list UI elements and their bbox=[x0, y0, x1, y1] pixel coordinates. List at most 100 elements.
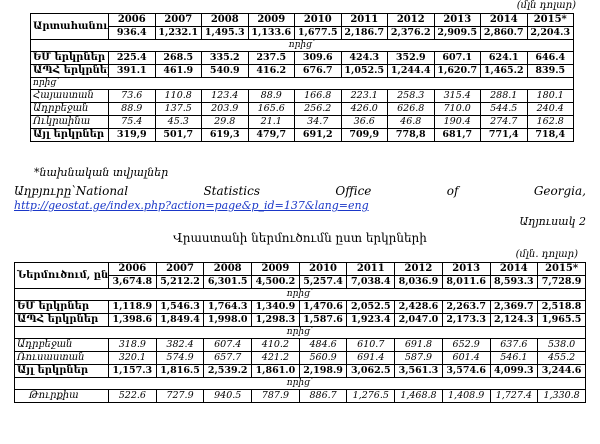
year-header: 2006 bbox=[108, 13, 156, 27]
table-row: ԵՄ երկրներ 1,118.9 1,546.3 1,764.3 1,340… bbox=[14, 300, 586, 314]
table-cell: 718,4 bbox=[526, 128, 574, 142]
table-cell: 709,9 bbox=[340, 128, 388, 142]
table-cell: 587.9 bbox=[394, 351, 443, 365]
table-row: ԵՄ երկրներ 225.4 268.5 335.2 237.5 309.6… bbox=[30, 51, 574, 65]
table-cell: 1,965.5 bbox=[537, 313, 586, 327]
year-header: 2014 bbox=[489, 262, 539, 276]
table-cell: 2,539.2 bbox=[203, 364, 253, 378]
table-row: ԱՊՀ երկրներ 391.1 461.9 540.9 416.2 676.… bbox=[30, 64, 574, 78]
table1-unit: (մլն դոլար) bbox=[516, 0, 576, 11]
table-cell: 2,204.3 bbox=[526, 26, 574, 40]
row-label: Այլ երկրներ bbox=[14, 364, 109, 378]
year-header: 2009 bbox=[247, 13, 295, 27]
table-cell: 1,727.4 bbox=[489, 389, 539, 403]
table-cell: 421.2 bbox=[251, 351, 300, 365]
table-cell: 691,2 bbox=[294, 128, 342, 142]
year-header: 2011 bbox=[346, 262, 396, 276]
table-cell: 1,330.8 bbox=[537, 389, 586, 403]
row-label: ԱՊՀ երկրներ bbox=[14, 313, 109, 327]
table-cell: 626.8 bbox=[387, 102, 435, 116]
table-cell: 1,587.6 bbox=[298, 313, 348, 327]
table-cell: 335.2 bbox=[201, 51, 249, 65]
export-table: Արտահանում, ընդամենը 2006 2007 2008 2009… bbox=[30, 13, 574, 142]
table-cell: 691.4 bbox=[346, 351, 396, 365]
table-cell: 274.7 bbox=[480, 115, 528, 129]
table-cell: 75.4 bbox=[108, 115, 156, 129]
source-link[interactable]: http://geostat.ge/index.php?action=page&… bbox=[14, 199, 369, 212]
including-row: որից՝ bbox=[30, 39, 574, 52]
total-row: 3,674.8 5,212.2 6,301.5 4,500.2 5,257.4 … bbox=[15, 275, 586, 289]
table-cell: 137.5 bbox=[154, 102, 202, 116]
year-header: 2015* bbox=[537, 262, 586, 276]
row-label: ԵՄ երկրներ bbox=[30, 51, 109, 65]
year-header: 2013 bbox=[433, 13, 481, 27]
table-cell: 240.4 bbox=[526, 102, 574, 116]
table-cell: 787.9 bbox=[251, 389, 300, 403]
table-cell: 3,561.3 bbox=[394, 364, 443, 378]
table-cell: 546.1 bbox=[489, 351, 539, 365]
table-cell: 315.4 bbox=[433, 89, 481, 103]
year-header: 2014 bbox=[480, 13, 528, 27]
table-cell: 461.9 bbox=[154, 64, 202, 78]
table-cell: 5,257.4 bbox=[298, 275, 348, 289]
table-row: Այլ երկրներ 319,9 501,7 619,3 479,7 691,… bbox=[30, 128, 574, 142]
table-cell: 1,677.5 bbox=[294, 26, 342, 40]
table-cell: 165.6 bbox=[247, 102, 295, 116]
table-cell: 5,212.2 bbox=[155, 275, 205, 289]
table-cell: 657.7 bbox=[203, 351, 253, 365]
year-header: 2015* bbox=[526, 13, 574, 27]
table-cell: 123.4 bbox=[201, 89, 249, 103]
table-cell: 203.9 bbox=[201, 102, 249, 116]
table-cell: 2,047.0 bbox=[394, 313, 443, 327]
table-cell: 1,232.1 bbox=[154, 26, 202, 40]
table-cell: 479,7 bbox=[247, 128, 295, 142]
table-cell: 624.1 bbox=[480, 51, 528, 65]
source-word: Georgia, bbox=[533, 184, 586, 198]
table-cell: 88.9 bbox=[108, 102, 156, 116]
table-cell: 29.8 bbox=[201, 115, 249, 129]
table-number: Աղյուսակ 2 bbox=[519, 215, 586, 228]
table-cell: 544.5 bbox=[480, 102, 528, 116]
year-header: 2012 bbox=[387, 13, 435, 27]
table-cell: 8,036.9 bbox=[394, 275, 443, 289]
table2-unit: (մլն. դոլար) bbox=[515, 249, 578, 260]
table-cell: 288.1 bbox=[480, 89, 528, 103]
table-cell: 416.2 bbox=[247, 64, 295, 78]
including-row: որից՝ bbox=[30, 77, 574, 90]
table-cell: 6,301.5 bbox=[203, 275, 253, 289]
including-row: որից՝ bbox=[14, 377, 586, 390]
table-cell: 162.8 bbox=[526, 115, 574, 129]
table-cell: 319,9 bbox=[108, 128, 156, 142]
table-row: Թուրքիա 522.6 727.9 940.5 787.9 886.7 1,… bbox=[14, 389, 586, 403]
table-cell: 1,340.9 bbox=[251, 300, 300, 314]
table-cell: 1,052.5 bbox=[340, 64, 388, 78]
table-cell: 2,860.7 bbox=[480, 26, 528, 40]
total-row: 936.4 1,232.1 1,495.3 1,133.6 1,677.5 2,… bbox=[31, 26, 574, 40]
table-cell: 484.6 bbox=[298, 338, 348, 352]
table-cell: 574.9 bbox=[155, 351, 205, 365]
year-header: 2011 bbox=[340, 13, 388, 27]
year-header: 2007 bbox=[155, 262, 205, 276]
table-cell: 382.4 bbox=[155, 338, 205, 352]
table-cell: 2,124.3 bbox=[489, 313, 539, 327]
table-cell: 886.7 bbox=[298, 389, 348, 403]
table-cell: 538.0 bbox=[537, 338, 586, 352]
table-cell: 1,276.5 bbox=[346, 389, 396, 403]
table-row: Ադրբեջան 318.9 382.4 607.4 410.2 484.6 6… bbox=[14, 338, 586, 352]
table-cell: 522.6 bbox=[108, 389, 157, 403]
table-cell: 352.9 bbox=[387, 51, 435, 65]
row-label: Ուկրաինա bbox=[30, 115, 109, 129]
row-label: ԵՄ երկրներ bbox=[14, 300, 109, 314]
table-cell: 2,263.7 bbox=[441, 300, 491, 314]
table-cell: 3,062.5 bbox=[346, 364, 396, 378]
table-cell: 1,157.3 bbox=[108, 364, 157, 378]
table-cell: 320.1 bbox=[108, 351, 157, 365]
table-cell: 1,861.0 bbox=[251, 364, 300, 378]
table-cell: 607.4 bbox=[203, 338, 253, 352]
table-cell: 2,909.5 bbox=[433, 26, 481, 40]
table-cell: 7,038.4 bbox=[346, 275, 396, 289]
table-cell: 391.1 bbox=[108, 64, 156, 78]
table-header-row: Արտահանում, ընդամենը 2006 2007 2008 2009… bbox=[30, 13, 574, 40]
source-word: Office bbox=[335, 184, 372, 198]
row-label: Այլ երկրներ bbox=[30, 128, 109, 142]
